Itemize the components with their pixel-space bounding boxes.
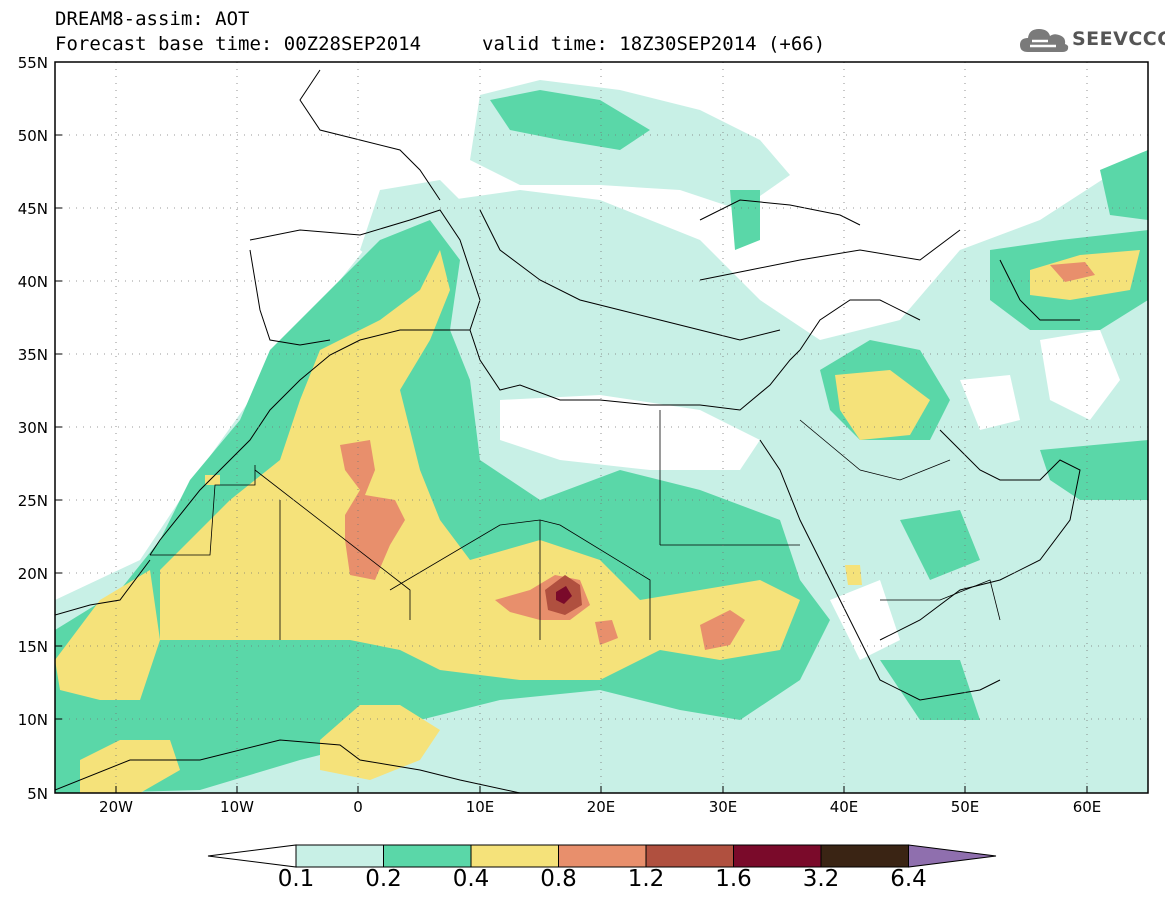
colorbar-label: 0.8 [540,866,577,892]
lon-label: 30E [709,798,738,816]
colorbar-label: 1.2 [627,866,665,892]
lat-label: 30N [18,419,48,437]
lon-label: 50E [951,798,980,816]
latitude-labels: 55N 50N 45N 40N 35N 30N 25N 20N 15N 10N … [18,54,48,803]
aot-level-0-4 [55,250,1140,793]
colorbar-label: 0.1 [277,866,315,892]
map-title: DREAM8-assim: AOT [55,8,250,30]
lon-label: 20W [99,798,133,816]
lat-label: 55N [18,54,48,72]
aot-below-0-1 [500,330,1120,660]
lon-label: 10W [220,798,254,816]
lon-label: 60E [1073,798,1102,816]
lat-label: 40N [18,273,48,291]
lat-label: 10N [18,711,48,729]
lon-label: 20E [587,798,616,816]
seevccc-logo: SEEVCCC [1018,24,1165,56]
coastlines [55,69,1081,793]
lat-label: 5N [27,785,48,803]
colorbar-label: 3.2 [802,866,840,892]
lat-label: 25N [18,492,48,510]
lon-label: 0 [353,798,363,816]
colorbar-label: 1.6 [715,866,752,892]
logo-text: SEEVCCC [1072,28,1165,50]
colorbar-label: 0.4 [452,866,490,892]
lat-label: 50N [18,127,48,145]
aot-level-1-6 [556,586,572,604]
country-borders [150,410,1001,640]
lat-label: 45N [18,200,48,218]
lat-label: 15N [18,638,48,656]
aot-field [55,62,1148,793]
lon-label: 10E [466,798,495,816]
forecast-base-time: Forecast base time: 00Z28SEP2014 [55,33,422,55]
lat-label: 20N [18,565,48,583]
valid-time: valid time: 18Z30SEP2014 (+66) [482,33,826,55]
lat-label: 35N [18,346,48,364]
longitude-labels: 20W 10W 0 10E 20E 30E 40E 50E 60E [99,798,1101,816]
colorbar-label: 6.4 [890,866,927,892]
lon-label: 40E [830,798,859,816]
colorbar-label: 0.2 [365,866,402,892]
axis-ticks [55,134,1088,793]
graticule [55,62,1148,793]
cloud-icon [1020,29,1069,52]
